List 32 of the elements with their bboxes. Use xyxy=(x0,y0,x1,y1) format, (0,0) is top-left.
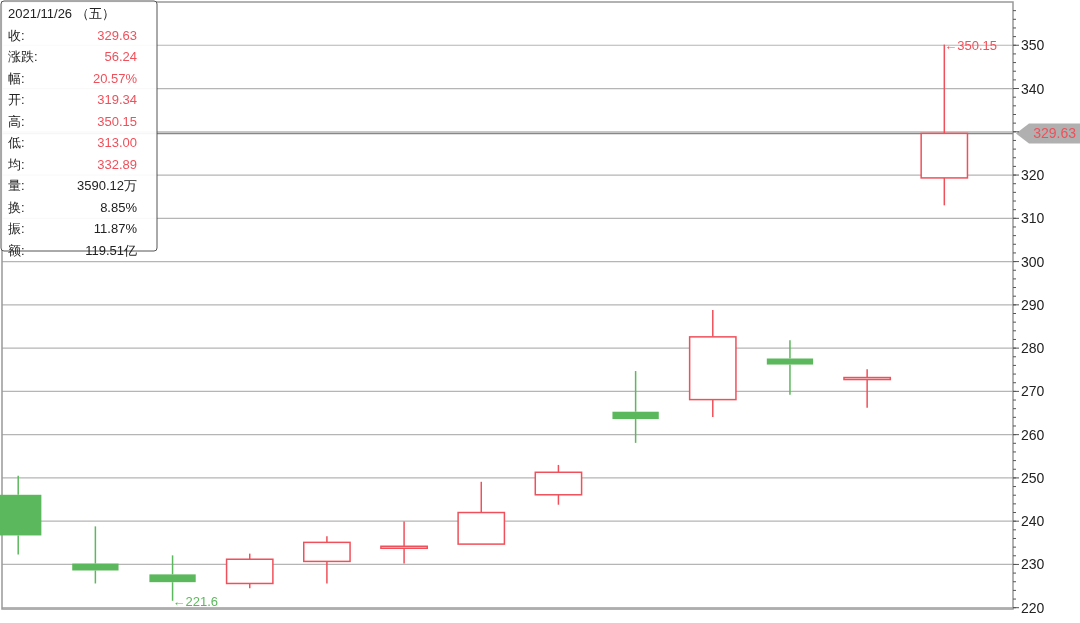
annotation: 2021/11/26 （五） xyxy=(8,6,115,21)
candlestick xyxy=(612,370,659,444)
y-tick-label: 310 xyxy=(1021,210,1045,227)
y-tick-label: 220 xyxy=(1021,599,1045,616)
y-tick-label: 300 xyxy=(1021,253,1045,270)
annotation: ←221.6 xyxy=(172,593,219,609)
text: 幅: 20.57% xyxy=(8,70,137,86)
y-tick-label: 340 xyxy=(1021,80,1045,97)
y-tick-label: 320 xyxy=(1021,167,1045,184)
y-tick-label: 230 xyxy=(1021,556,1045,573)
annotation: ←350.15 xyxy=(944,37,998,53)
y-tick-label: 260 xyxy=(1021,426,1045,443)
y-tick-label: 290 xyxy=(1021,296,1045,313)
text: 额: 119.51亿 xyxy=(8,242,137,258)
ref-line-label: 329.63 xyxy=(1033,125,1077,142)
y-tick-label: 240 xyxy=(1021,513,1045,530)
candlestick xyxy=(688,309,737,418)
text: 高: 350.15 xyxy=(8,113,137,129)
y-tick-label: 270 xyxy=(1021,383,1045,400)
y-tick-label: 250 xyxy=(1021,469,1045,486)
text: 均: 332.89 xyxy=(8,156,137,172)
text: 量: 3590.12万 xyxy=(8,178,137,193)
candlestick xyxy=(766,339,814,396)
text: 涨跌: 56.24 xyxy=(8,49,137,64)
text: 振: 11.87% xyxy=(8,221,137,236)
candlestick xyxy=(303,535,351,585)
text: 开: 319.34 xyxy=(8,92,137,107)
text: 低: 313.00 xyxy=(8,135,137,150)
y-tick-label: 350 xyxy=(1021,37,1045,54)
y-tick-label: 280 xyxy=(1021,340,1045,357)
text: 收: 329.63 xyxy=(8,27,137,43)
text: 换: 8.85% xyxy=(8,199,137,215)
